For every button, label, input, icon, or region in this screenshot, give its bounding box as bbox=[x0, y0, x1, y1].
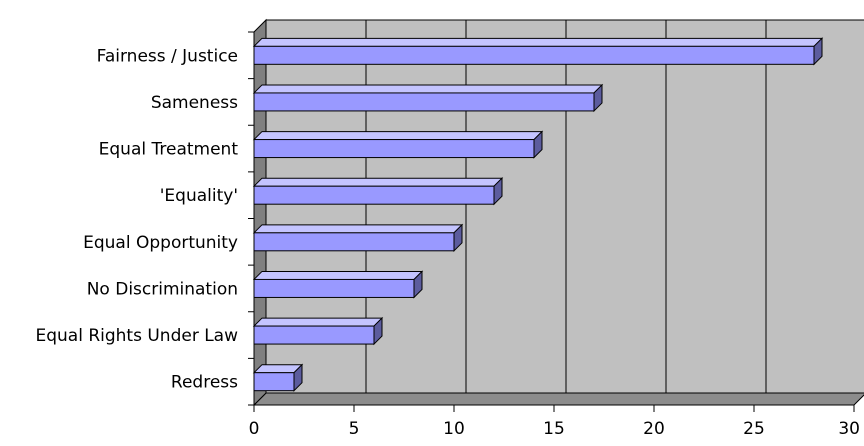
bar bbox=[252, 223, 464, 253]
x-tick-label: 15 bbox=[543, 419, 565, 439]
bar bbox=[252, 83, 604, 113]
x-tick-label: 5 bbox=[349, 419, 360, 439]
bar bbox=[252, 363, 304, 392]
y-tick-label: Sameness bbox=[151, 93, 238, 113]
bar-top bbox=[252, 270, 424, 280]
y-tick-label: Redress bbox=[171, 373, 238, 393]
bar-front bbox=[253, 325, 375, 345]
y-tick-label: No Discrimination bbox=[87, 279, 238, 299]
y-tick-label: 'Equality' bbox=[160, 186, 238, 206]
bar-front bbox=[253, 232, 455, 252]
y-tick-label: Fairness / Justice bbox=[97, 46, 238, 66]
y-axis: Fairness / Justice Sameness Equal Treatmen… bbox=[35, 31, 255, 406]
x-tick-label: 10 bbox=[443, 419, 465, 439]
plot-floor bbox=[252, 392, 864, 406]
x-axis: 0 5 10 15 20 25 30 bbox=[249, 404, 860, 439]
bar-top bbox=[252, 84, 604, 94]
plot-left-wall bbox=[253, 18, 267, 407]
bar-top bbox=[252, 177, 504, 187]
bar-top bbox=[252, 317, 384, 327]
bar-front bbox=[253, 139, 535, 159]
y-tick-label: Equal Opportunity bbox=[83, 233, 238, 253]
x-tick-label: 25 bbox=[743, 419, 765, 439]
bar-top bbox=[252, 131, 544, 141]
bar bbox=[252, 270, 424, 299]
bar-front bbox=[253, 185, 495, 205]
bar-top bbox=[252, 37, 824, 47]
y-tick-label: Equal Treatment bbox=[99, 140, 239, 160]
bar-front bbox=[253, 372, 295, 392]
bar bbox=[252, 316, 384, 346]
bar bbox=[252, 37, 824, 66]
bar-front bbox=[253, 92, 595, 112]
x-tick-label: 20 bbox=[643, 419, 665, 439]
y-tick-label: Equal Rights Under Law bbox=[35, 326, 238, 346]
x-tick-label: 0 bbox=[249, 419, 260, 439]
bar bbox=[252, 176, 504, 206]
bar bbox=[252, 130, 544, 159]
bar-top bbox=[252, 224, 464, 234]
x-tick-label: 30 bbox=[838, 419, 860, 439]
bar-front bbox=[253, 278, 415, 298]
bar-front bbox=[253, 45, 815, 65]
